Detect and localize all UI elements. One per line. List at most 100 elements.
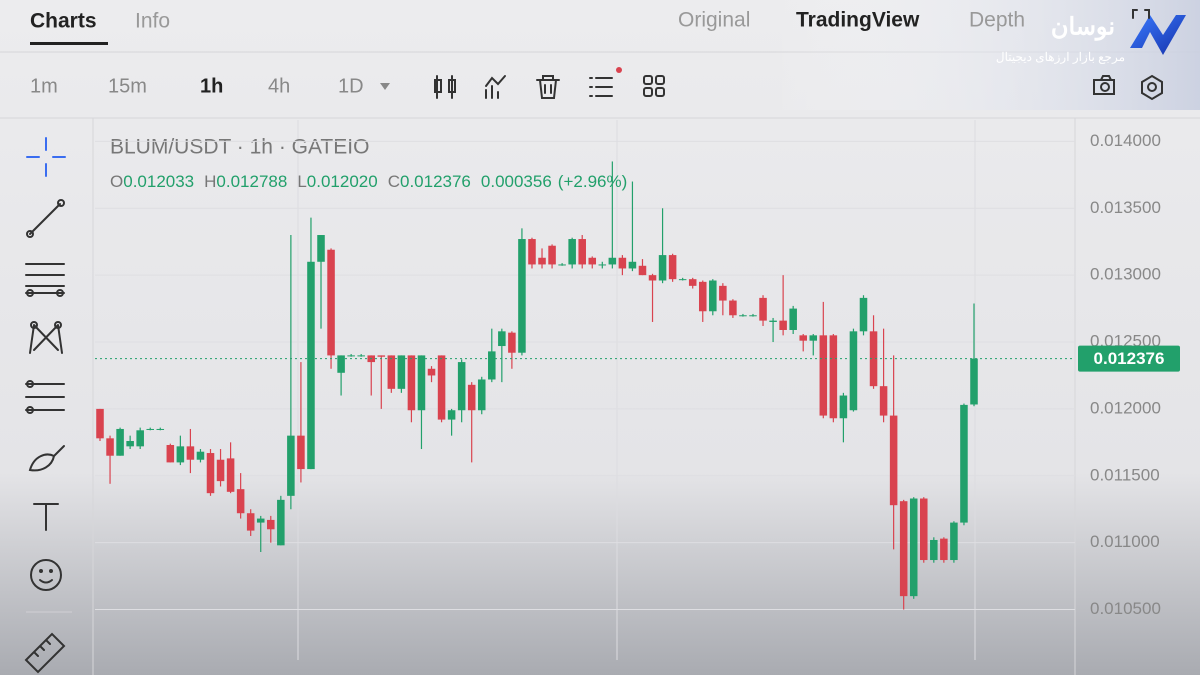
legend-value: 0.012376 <box>400 172 471 191</box>
candle-body <box>337 355 345 373</box>
candle-body <box>819 335 828 416</box>
candle-body <box>498 331 506 347</box>
candle-body <box>447 410 456 420</box>
candle-body <box>477 379 486 411</box>
candle-body <box>277 499 285 546</box>
candle-body <box>889 415 898 506</box>
logo-icon <box>1130 15 1186 55</box>
view-option[interactable]: TradingView <box>796 9 920 32</box>
drawing-tools[interactable] <box>24 137 66 674</box>
y-tick-label: 0.013000 <box>1090 265 1161 284</box>
candle-body <box>427 368 436 376</box>
candle-body <box>236 489 245 514</box>
candle-body <box>789 308 797 330</box>
legend-change: 0.000356 <box>481 172 552 191</box>
legend-value: 0.012033 <box>123 172 194 191</box>
candle-body <box>709 280 717 312</box>
tab[interactable]: Charts <box>30 10 97 33</box>
candle-body <box>256 518 265 523</box>
candle-body <box>216 459 225 482</box>
candle-body <box>377 355 386 357</box>
candle-body <box>116 428 124 456</box>
candle-body <box>226 458 235 492</box>
candle-body <box>588 257 597 265</box>
y-tick-label: 0.011000 <box>1090 532 1160 551</box>
interval[interactable]: 4h <box>268 75 290 97</box>
candle-body <box>206 453 215 494</box>
candle-body <box>186 446 195 460</box>
candle-body <box>136 430 144 447</box>
view-option[interactable]: Original <box>678 9 750 32</box>
candle-body <box>869 331 878 387</box>
candle-body <box>779 320 787 330</box>
candle-body <box>648 275 657 281</box>
candle-body <box>156 428 165 430</box>
candle-body <box>397 355 406 389</box>
candle-body <box>166 445 175 463</box>
candle-body <box>930 539 938 561</box>
candle-body <box>759 297 767 321</box>
logo-name: نوسان <box>1051 13 1115 41</box>
candle-body <box>357 355 365 357</box>
candle-body <box>106 438 114 456</box>
legend-key: H <box>204 172 216 191</box>
candle-body <box>417 355 426 411</box>
candle-body <box>668 255 677 280</box>
candle-body <box>688 279 697 286</box>
legend-value: 0.012020 <box>307 172 378 191</box>
candle-body <box>387 355 396 389</box>
candle-body <box>508 332 516 353</box>
candle-body <box>879 386 888 416</box>
candle-body <box>538 257 546 265</box>
candle-body <box>518 239 526 353</box>
candle-body <box>749 315 757 317</box>
candle-body <box>678 279 687 281</box>
candle-body <box>940 538 948 561</box>
ohlc-legend: O0.012033 H0.012788 L0.012020 C0.012376 0.00… <box>110 172 627 191</box>
legend-change-percent: (+2.96%) <box>558 172 627 191</box>
logo-backdrop <box>770 0 1200 110</box>
candle-body <box>146 428 154 430</box>
interval[interactable]: 15m <box>108 75 147 97</box>
y-tick-label: 0.013500 <box>1090 198 1161 217</box>
candle-body <box>618 257 627 269</box>
last-price-box <box>1078 345 1180 372</box>
dropdown-arrow[interactable] <box>380 83 390 90</box>
candle-body <box>839 395 848 419</box>
y-tick-label: 0.011500 <box>1090 465 1160 484</box>
candle-body <box>698 281 707 312</box>
legend-value: 0.012788 <box>216 172 287 191</box>
candle-body <box>317 235 325 262</box>
candle-body <box>407 355 416 411</box>
interval[interactable]: 1h <box>200 75 223 97</box>
logo-tagline: مرجع بازار ارزهای دیجیتال <box>996 50 1125 64</box>
candle-body <box>809 335 818 341</box>
candle-body <box>437 355 446 420</box>
interval[interactable]: 1D <box>338 75 364 97</box>
legend-key: O <box>110 172 123 191</box>
tab[interactable]: Info <box>135 10 170 33</box>
candle-body <box>638 265 647 276</box>
candle-body <box>307 261 315 470</box>
interval[interactable]: 1m <box>30 75 58 97</box>
candle-body <box>899 501 908 597</box>
candle-body <box>598 264 607 266</box>
candle-body <box>960 404 968 523</box>
candle-body <box>739 315 747 317</box>
candle-body <box>849 331 858 411</box>
notification-dot <box>616 67 622 73</box>
candle-body <box>246 513 255 531</box>
view-option[interactable]: Depth <box>969 9 1025 32</box>
toolbar-icons[interactable] <box>434 9 1163 101</box>
y-tick-label: 0.010500 <box>1090 599 1161 618</box>
candle-body <box>920 498 928 561</box>
y-tick-label: 0.012000 <box>1090 398 1161 417</box>
candle-body <box>196 451 205 460</box>
legend-key: C <box>388 172 400 191</box>
candle-body <box>287 435 295 496</box>
y-tick-label: 0.014000 <box>1090 131 1161 150</box>
candle-body <box>829 335 838 419</box>
